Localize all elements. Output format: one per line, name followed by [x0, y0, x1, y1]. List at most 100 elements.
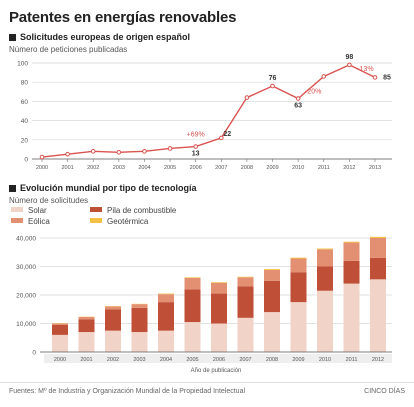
x-tick-label: 2005 — [186, 357, 198, 363]
data-point — [244, 95, 250, 100]
x-tick-label: 2008 — [266, 357, 278, 363]
legend-label-pila: Pila de combustible — [107, 206, 177, 215]
section-square-icon — [9, 185, 16, 192]
page-title: Patentes en energías renovables — [9, 9, 237, 26]
data-point — [65, 151, 70, 157]
legend-swatch-geotermica — [90, 218, 102, 223]
bar-chart-legend: Solar Eólica Pila de combustible Geotérm… — [11, 206, 231, 232]
bar-segment-solar — [52, 334, 68, 352]
x-tick-label: 2005 — [164, 165, 176, 171]
x-tick-label: 2002 — [87, 165, 99, 171]
x-tick-label: 2011 — [346, 357, 358, 363]
y-tick-label: 30,000 — [16, 264, 36, 271]
bar-segment-geotermica — [370, 236, 386, 238]
legend-item-pila: Pila de combustible — [90, 206, 176, 215]
x-tick-label: 2003 — [133, 357, 145, 363]
bar-segment-eolica — [158, 294, 174, 303]
x-tick-label: 2011 — [318, 165, 330, 171]
bar-segment-eolica — [211, 282, 227, 294]
bar-segment-pila — [290, 272, 307, 303]
bar-segment-solar — [290, 302, 307, 352]
bar-segment-eolica — [237, 277, 254, 287]
bar-segment-pila — [158, 302, 174, 331]
bar-segment-solar — [131, 332, 148, 352]
bar-chart-ylabel: Número de solicitudes — [9, 196, 89, 205]
bar-segment-pila — [237, 286, 254, 318]
data-point — [167, 146, 173, 151]
bar-segment-geotermica — [290, 257, 307, 259]
footer-credit: CINCO DÍAS — [364, 388, 405, 395]
bar-segment-pila — [211, 293, 227, 324]
data-point — [90, 149, 96, 154]
x-tick-label: 2000 — [36, 165, 48, 171]
y-tick-label: 10,000 — [16, 321, 36, 328]
data-point — [39, 154, 45, 160]
bar-segment-geotermica — [158, 293, 174, 295]
x-tick-label: 2007 — [239, 357, 251, 363]
x-tick-label: 2010 — [319, 357, 331, 363]
data-label: 22 — [223, 131, 231, 138]
data-label: 85 — [383, 74, 391, 81]
line-chart-title: Solicitudes europeas de origen español — [9, 32, 190, 42]
x-tick-label: 2001 — [61, 165, 73, 171]
bar-segment-solar — [264, 312, 280, 352]
bar-segment-eolica — [317, 249, 333, 267]
y-tick-label: 20,000 — [16, 293, 36, 300]
change-annotation: -20% — [305, 89, 321, 96]
bar-chart-title-text: Evolución mundial por tipo de tecnología — [20, 183, 197, 193]
bar-segment-pila — [317, 266, 333, 291]
bar-segment-solar — [78, 332, 95, 352]
line-chart: 0 20 40 60 80 100 2000 2001 2002 2003 2004 2005 2006… — [17, 54, 392, 171]
bar-segment-eolica — [370, 238, 386, 258]
data-point — [270, 83, 275, 89]
x-label-strip — [44, 354, 392, 363]
bar-segment-geotermica — [237, 276, 254, 278]
data-point — [372, 75, 378, 80]
bar-segment-geotermica — [317, 248, 333, 250]
bar-segment-pila — [131, 307, 148, 333]
bar-segment-geotermica — [343, 241, 360, 243]
y-tick-label: 0 — [32, 350, 36, 357]
y-tick-label: 80 — [21, 80, 29, 87]
bar-segment-solar — [370, 279, 386, 352]
bar-segment-pila — [370, 257, 386, 280]
data-point — [116, 149, 122, 155]
x-tick-label: 2008 — [241, 165, 253, 171]
series-line — [41, 64, 376, 158]
bar-segment-solar — [317, 290, 333, 352]
line-chart-title-text: Solicitudes europeas de origen español — [20, 32, 191, 42]
bar-segment-pila — [78, 319, 95, 333]
legend-item-geotermica: Geotérmica — [90, 217, 148, 226]
bar-segment-eolica — [52, 323, 68, 325]
x-tick-label: 2009 — [266, 165, 278, 171]
bar-segment-eolica — [264, 269, 280, 281]
y-tick-label: 40,000 — [16, 236, 36, 243]
data-label: 76 — [269, 75, 277, 82]
x-tick-label: 2003 — [113, 165, 125, 171]
legend-label-geotermica: Geotérmica — [107, 217, 149, 226]
bar-segment-eolica — [131, 304, 148, 308]
legend-item-eolica: Eólica — [11, 217, 50, 226]
bar-segment-eolica — [184, 277, 201, 290]
footer-divider — [0, 382, 414, 383]
bar-segment-solar — [158, 330, 174, 352]
legend-swatch-pila — [90, 207, 102, 212]
x-tick-label: 2009 — [292, 357, 304, 363]
bar-segment-pila — [52, 324, 68, 335]
change-annotation: +69% — [187, 132, 205, 139]
legend-item-solar: Solar — [11, 206, 47, 215]
change-annotation: -13% — [357, 66, 373, 73]
bar-segment-pila — [184, 289, 201, 323]
bar-segment-solar — [184, 322, 201, 352]
x-tick-label: 2010 — [292, 165, 304, 171]
bar-segment-solar — [105, 330, 121, 352]
line-chart-ylabel: Número de peticiones publicadas — [9, 45, 128, 54]
data-point — [219, 135, 224, 141]
bar-chart-title: Evolución mundial por tipo de tecnología — [9, 183, 197, 193]
bar-segment-pila — [343, 260, 360, 284]
bar-segment-solar — [211, 323, 227, 352]
section-square-icon — [9, 34, 16, 41]
y-tick-label: 0 — [24, 157, 28, 164]
x-tick-label: 2004 — [138, 165, 150, 171]
x-tick-label: 2004 — [160, 357, 172, 363]
